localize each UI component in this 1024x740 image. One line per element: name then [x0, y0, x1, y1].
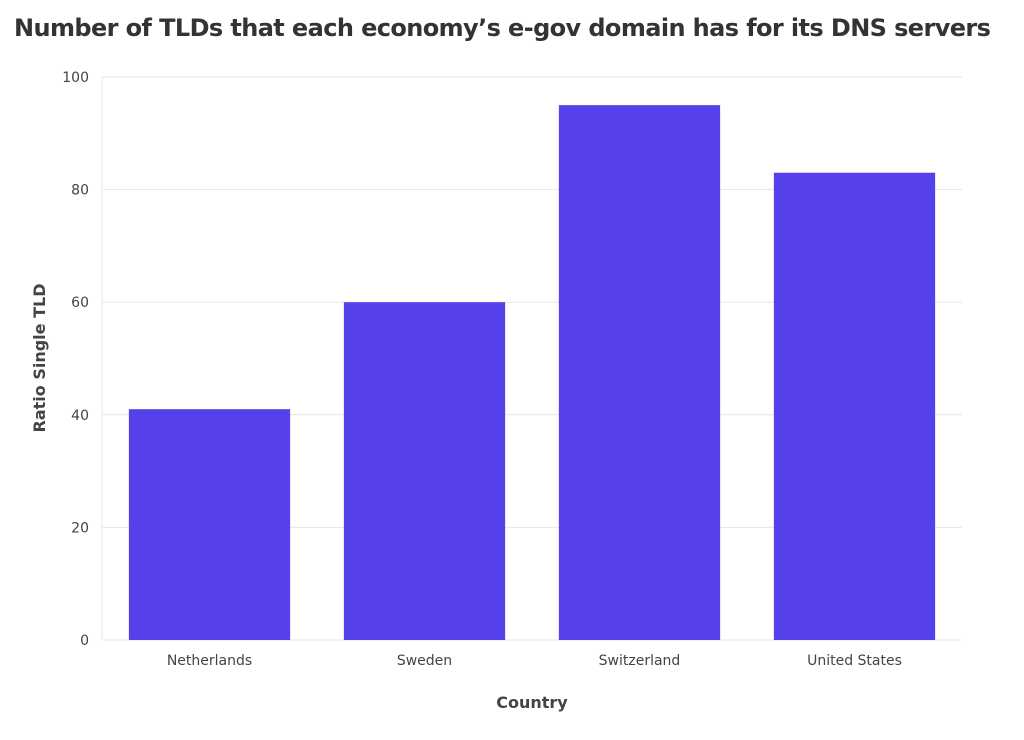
x-tick-labels: Netherlands Sweden Switzerland United State…	[167, 653, 902, 669]
bar-united-states	[773, 172, 936, 640]
bar-switzerland	[558, 105, 721, 640]
y-tick-label: 80	[71, 183, 89, 199]
x-tick-label: Netherlands	[167, 653, 252, 669]
y-tick-labels: 0 20 40 60 80 100	[62, 70, 89, 649]
y-tick-label: 20	[71, 520, 89, 536]
bar-netherlands	[128, 409, 291, 640]
bars	[128, 105, 936, 640]
y-tick-label: 40	[71, 408, 89, 424]
y-tick-label: 60	[71, 295, 89, 311]
x-tick-label: Switzerland	[599, 653, 681, 669]
x-tick-label: United States	[807, 653, 902, 669]
chart-title: Number of TLDs that each economy’s e-gov…	[14, 14, 991, 42]
y-tick-label: 100	[62, 70, 89, 86]
y-tick-label: 0	[80, 633, 89, 649]
y-axis-title: Ratio Single TLD	[30, 284, 49, 433]
x-tick-label: Sweden	[397, 653, 452, 669]
x-axis-title: Country	[496, 693, 568, 712]
bar-sweden	[343, 302, 506, 640]
